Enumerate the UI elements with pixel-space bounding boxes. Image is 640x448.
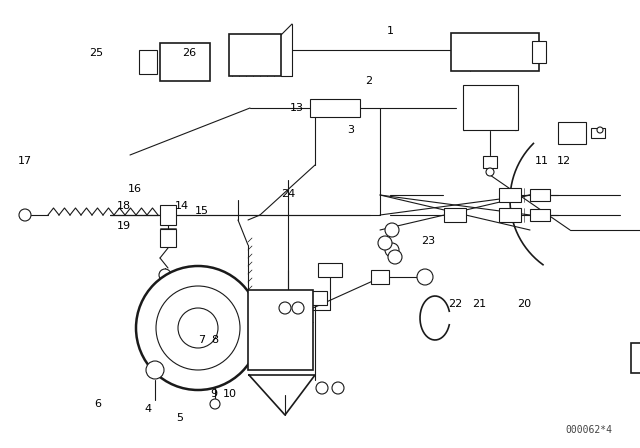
Circle shape xyxy=(178,308,218,348)
Text: 8: 8 xyxy=(211,336,218,345)
Text: 3: 3 xyxy=(348,125,355,135)
Bar xyxy=(310,99,360,117)
Bar xyxy=(371,270,389,284)
Text: 6: 6 xyxy=(95,399,102,409)
Circle shape xyxy=(159,269,171,281)
Bar xyxy=(483,156,497,168)
Circle shape xyxy=(332,382,344,394)
Text: 25: 25 xyxy=(90,48,104,58)
Circle shape xyxy=(486,168,494,176)
Bar xyxy=(631,343,640,373)
Bar xyxy=(532,41,546,63)
Bar xyxy=(499,208,521,222)
Bar xyxy=(318,263,342,277)
Text: 14: 14 xyxy=(175,201,189,211)
Bar xyxy=(451,33,539,71)
Circle shape xyxy=(388,250,402,264)
Text: 1: 1 xyxy=(387,26,394,36)
Bar xyxy=(248,290,312,370)
Text: 16: 16 xyxy=(128,184,142,194)
Bar xyxy=(499,188,521,202)
Text: 20: 20 xyxy=(517,299,531,309)
Bar xyxy=(229,34,281,76)
Text: 23: 23 xyxy=(421,236,435,246)
Bar xyxy=(139,50,157,74)
Text: 19: 19 xyxy=(116,221,131,231)
Text: 21: 21 xyxy=(472,299,486,309)
Text: 18: 18 xyxy=(116,201,131,211)
Text: 5: 5 xyxy=(176,413,183,422)
Text: 17: 17 xyxy=(18,156,32,166)
Circle shape xyxy=(417,269,433,285)
Circle shape xyxy=(292,302,304,314)
Text: 12: 12 xyxy=(557,156,571,166)
Circle shape xyxy=(385,243,399,257)
Circle shape xyxy=(146,361,164,379)
Text: 000062*4: 000062*4 xyxy=(565,425,612,435)
Text: 9: 9 xyxy=(210,389,217,399)
Text: 15: 15 xyxy=(195,207,209,216)
Circle shape xyxy=(210,399,220,409)
Text: 2: 2 xyxy=(365,76,372,86)
Circle shape xyxy=(136,266,260,390)
Text: 4: 4 xyxy=(144,404,151,414)
Text: 11: 11 xyxy=(535,156,549,166)
Text: 26: 26 xyxy=(182,48,196,58)
Bar xyxy=(444,208,466,222)
Bar xyxy=(463,86,518,130)
Circle shape xyxy=(378,236,392,250)
Bar xyxy=(558,122,586,144)
Bar xyxy=(530,189,550,201)
Bar xyxy=(160,229,176,247)
Text: 22: 22 xyxy=(448,299,462,309)
Bar xyxy=(530,209,550,221)
Circle shape xyxy=(385,223,399,237)
Circle shape xyxy=(279,302,291,314)
Circle shape xyxy=(19,209,31,221)
Circle shape xyxy=(316,382,328,394)
Text: 24: 24 xyxy=(282,189,296,198)
Text: 13: 13 xyxy=(290,103,304,112)
Circle shape xyxy=(156,286,240,370)
Bar xyxy=(303,291,327,305)
Bar xyxy=(591,128,605,138)
Circle shape xyxy=(597,127,603,133)
Bar xyxy=(160,205,176,225)
Text: 10: 10 xyxy=(223,389,237,399)
Text: 7: 7 xyxy=(198,336,205,345)
Bar xyxy=(160,43,210,81)
